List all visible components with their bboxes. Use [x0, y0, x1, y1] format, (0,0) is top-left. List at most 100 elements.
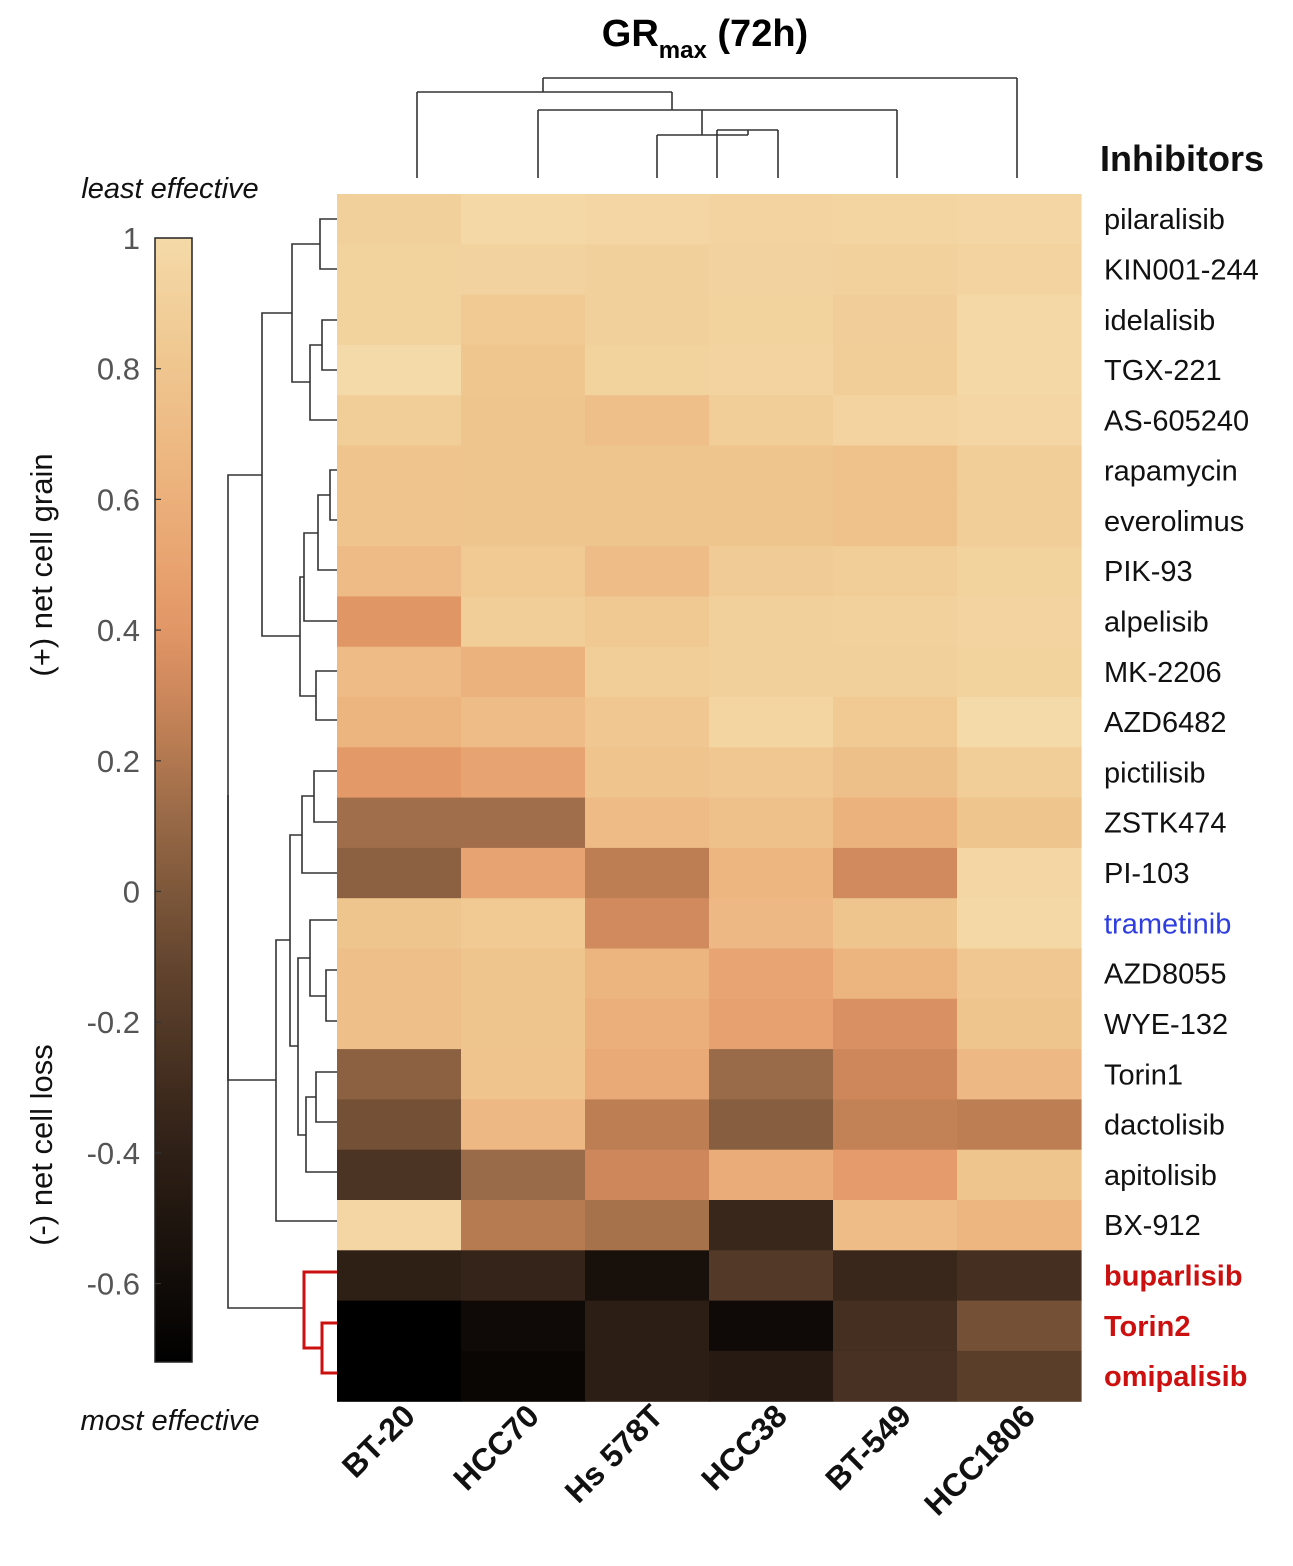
heatmap-cell [709, 697, 834, 748]
heatmap-cell [709, 747, 834, 799]
column-dendrogram [416, 77, 1018, 178]
row-label: pictilisib [1104, 757, 1206, 789]
heatmap-cell [461, 797, 586, 849]
heatmap-cell [833, 1149, 958, 1201]
row-labels: pilaralisib KIN001-244 idelalisib TGX-221 AS… [1104, 204, 1259, 1393]
heatmap-cell [461, 697, 586, 748]
heatmap-cell [709, 797, 834, 849]
column-label: HCC38 [694, 1397, 794, 1497]
heatmap-cell [957, 1149, 1082, 1201]
row-label: WYE-132 [1104, 1009, 1228, 1041]
heatmap-cell [833, 847, 958, 899]
row-dendrogram [227, 218, 337, 1309]
colorbar-tick-label: 0.2 [97, 744, 140, 779]
colorbar-tick-label: 0.8 [97, 352, 140, 387]
heatmap-cell [957, 646, 1082, 698]
heatmap-cell [585, 244, 710, 296]
heatmap-cell [709, 1300, 834, 1352]
heatmap-cell [833, 1350, 958, 1402]
colorbar-tick-label: 0.4 [97, 613, 140, 648]
heatmap-cell [461, 1049, 586, 1100]
heatmap-cell [337, 395, 462, 447]
heatmap-cell [461, 1099, 586, 1151]
heatmap-cell [585, 344, 710, 396]
heatmap-cell [461, 344, 586, 396]
heatmap-cell [833, 998, 958, 1050]
heatmap-cell [337, 244, 462, 296]
heatmap-cell [585, 797, 710, 849]
heatmap-cell [833, 1300, 958, 1352]
row-label: Torin1 [1104, 1059, 1183, 1091]
heatmap-cell [585, 194, 710, 245]
colorbar-tick-label: 0.6 [97, 482, 140, 517]
row-label: dactolisib [1104, 1110, 1225, 1142]
row-label: AZD8055 [1104, 959, 1227, 991]
heatmap-cell [337, 294, 462, 346]
heatmap-cell [461, 596, 586, 648]
heatmap-cell [709, 847, 834, 899]
heatmap-cell [585, 445, 710, 497]
heatmap-cell [585, 646, 710, 698]
heatmap-cell [957, 395, 1082, 447]
row-label: ZSTK474 [1104, 808, 1227, 840]
heatmap-cell [337, 1200, 462, 1251]
heatmap-cell [709, 1099, 834, 1151]
colorbar-tick-label: 0 [123, 875, 140, 910]
heatmap-cell [337, 747, 462, 799]
row-label: omipalisib [1104, 1361, 1247, 1393]
heatmap-cell [337, 697, 462, 748]
heatmap-cell [461, 998, 586, 1050]
heatmap-cell [709, 898, 834, 950]
heatmap-cell [337, 1049, 462, 1100]
heatmap-cell [461, 1250, 586, 1302]
heatmap-cell [957, 1300, 1082, 1352]
row-label: PI-103 [1104, 858, 1189, 890]
heatmap-cell [957, 495, 1082, 547]
heatmap-cell [833, 646, 958, 698]
row-label: everolimus [1104, 506, 1244, 538]
heatmap-cell [833, 1049, 958, 1100]
heatmap-cell [833, 1250, 958, 1302]
heatmap-cell [337, 1300, 462, 1352]
row-label: BX-912 [1104, 1210, 1201, 1242]
heatmap-cell [585, 898, 710, 950]
heatmap-cell [957, 596, 1082, 648]
heatmap-cell [461, 1350, 586, 1402]
heatmap-cell [957, 948, 1082, 1000]
colorbar-bottom-label: most effective [81, 1405, 260, 1437]
heatmap-cell [337, 998, 462, 1050]
heatmap-cell [337, 847, 462, 899]
heatmap-cell [833, 294, 958, 346]
heatmap-cell [833, 244, 958, 296]
heatmap-cell [957, 697, 1082, 748]
heatmap-cell [585, 948, 710, 1000]
column-label: BT-549 [818, 1397, 918, 1497]
row-label: MK-2206 [1104, 657, 1222, 689]
heatmap-cell [833, 697, 958, 748]
heatmap-cell [461, 1149, 586, 1201]
heatmap-cell [709, 1250, 834, 1302]
heatmap-cell [709, 294, 834, 346]
row-label: pilaralisib [1104, 204, 1225, 236]
heatmap-cell [957, 546, 1082, 597]
heatmap-cell [337, 1350, 462, 1402]
heatmap-cell [709, 998, 834, 1050]
heatmap-cell [337, 194, 462, 245]
heatmap-cell [957, 244, 1082, 296]
colorbar-gradient [154, 237, 193, 1363]
heatmap-cell [337, 546, 462, 597]
row-label: idelalisib [1104, 305, 1215, 337]
heatmap-cell [709, 344, 834, 396]
heatmap-cell [461, 244, 586, 296]
heatmap-cell [337, 1099, 462, 1151]
heatmap-cell [585, 1350, 710, 1402]
column-label: HCC70 [446, 1397, 546, 1497]
heatmap-cell [337, 1250, 462, 1302]
heatmap-cell [337, 948, 462, 1000]
colorbar-ticks: 1 0.8 0.6 0.4 0.2 0 -0.2 -0.4 -0.6 [87, 221, 161, 1302]
row-label: AZD6482 [1104, 707, 1227, 739]
heatmap-cell [337, 495, 462, 547]
heatmap-cell [585, 546, 710, 597]
row-dendrogram-red-cluster [302, 1270, 337, 1375]
